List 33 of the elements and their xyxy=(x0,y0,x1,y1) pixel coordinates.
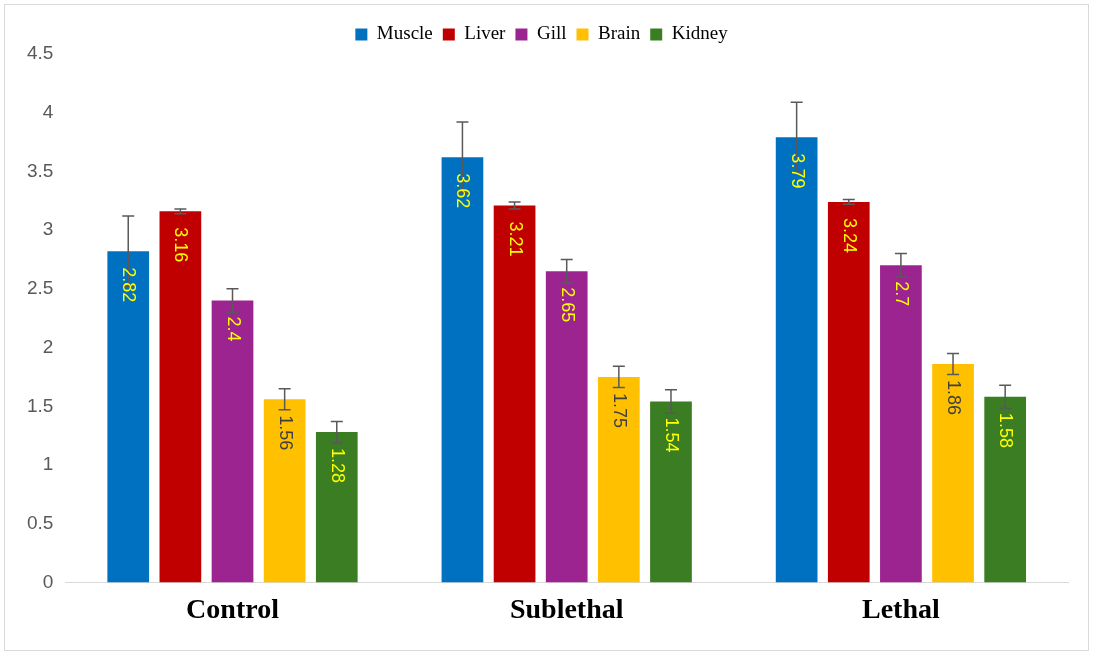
x-tick-label: Control xyxy=(186,593,280,625)
y-tick-label: 4.5 xyxy=(26,42,54,64)
y-tick-label: 2 xyxy=(42,335,54,357)
data-label: 1.86 xyxy=(944,379,965,416)
legend-label: Brain xyxy=(598,22,641,44)
data-label: 3.24 xyxy=(839,217,860,253)
data-label: 2.7 xyxy=(891,281,912,307)
data-label: 3.79 xyxy=(787,153,808,189)
data-label: 1.54 xyxy=(662,417,683,453)
y-tick-label: 3.5 xyxy=(26,159,54,181)
y-tick-label: 0 xyxy=(42,570,54,592)
data-label: 1.75 xyxy=(609,392,630,428)
data-label: 2.4 xyxy=(223,316,244,342)
data-label: 2.82 xyxy=(119,267,140,303)
legend-label: Gill xyxy=(536,22,567,44)
legend-label: Kidney xyxy=(671,22,729,44)
y-tick-label: 0.5 xyxy=(26,511,54,533)
data-label: 1.56 xyxy=(275,415,296,451)
legend-label: Muscle xyxy=(376,22,433,44)
y-tick-label: 3 xyxy=(42,218,54,240)
y-tick-label: 4 xyxy=(42,100,54,122)
y-tick-label: 2.5 xyxy=(26,277,54,299)
data-label: 2.65 xyxy=(557,287,578,323)
x-tick-label: Sublethal xyxy=(509,593,624,625)
y-tick-label: 1.5 xyxy=(26,394,54,416)
x-tick-label: Lethal xyxy=(862,593,941,625)
y-tick-label: 1 xyxy=(42,453,54,475)
data-label: 1.28 xyxy=(327,448,348,484)
data-label: 3.16 xyxy=(171,227,192,263)
data-label: 1.58 xyxy=(996,412,1017,448)
data-label: 3.62 xyxy=(453,173,474,209)
legend-label: Liver xyxy=(464,22,507,44)
data-label: 3.21 xyxy=(505,221,526,257)
